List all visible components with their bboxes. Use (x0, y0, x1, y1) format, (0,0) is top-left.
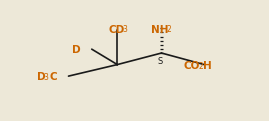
Text: S: S (158, 57, 163, 66)
Text: CO: CO (184, 61, 200, 72)
Text: NH: NH (151, 25, 169, 34)
Text: 3: 3 (44, 73, 49, 82)
Text: 3: 3 (122, 25, 127, 34)
Text: 2: 2 (199, 62, 203, 71)
Text: 2: 2 (167, 25, 172, 34)
Text: C: C (49, 72, 57, 82)
Text: D: D (37, 72, 45, 82)
Text: D: D (72, 45, 81, 55)
Text: H: H (203, 61, 212, 72)
Text: CD: CD (108, 25, 124, 34)
